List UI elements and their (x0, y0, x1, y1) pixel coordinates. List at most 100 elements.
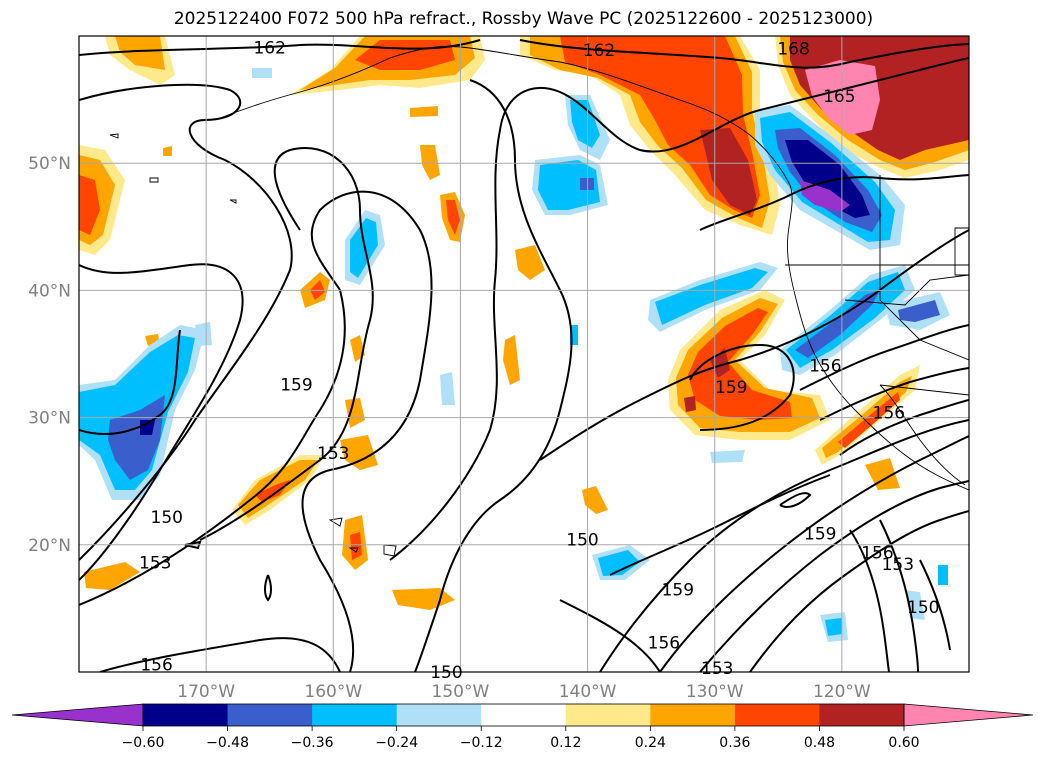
contour-line (839, 399, 969, 456)
shade-positive-small (503, 335, 520, 385)
contour-label: 159 (280, 376, 312, 396)
shade-positive-small (515, 245, 545, 280)
colorbar-segment (481, 704, 567, 726)
contour-line (879, 519, 919, 672)
colorbar-segment (565, 704, 651, 726)
colorbar: −0.60 −0.48 −0.36 −0.24 −0.12 0.12 0.24 0.36 0.4… (11, 703, 1034, 751)
coastline-bc (787, 184, 969, 491)
shade-positive-small (350, 532, 362, 560)
colorbar-tick-label: 0.60 (888, 735, 919, 751)
contour-label: 159 (804, 524, 836, 544)
shade-positive-small (410, 106, 438, 117)
contour-line (519, 39, 969, 69)
island-outline (328, 517, 343, 527)
colorbar-segment (143, 704, 229, 726)
colorbar-tick-label: −0.36 (291, 735, 334, 751)
island-outline (109, 133, 119, 139)
shaded-field (79, 36, 969, 642)
border-us-mexico (879, 384, 969, 396)
island-outline (149, 177, 159, 183)
contour-label: 156 (873, 404, 905, 424)
contour-label: 165 (823, 87, 855, 107)
colorbar-tick-label: 0.12 (550, 735, 581, 751)
colorbar-segment (227, 704, 313, 726)
contour-line (779, 492, 812, 508)
lon-tick-label: 140°W (559, 682, 617, 702)
colorbar-tick-label: −0.60 (122, 735, 165, 751)
contour-labels: 162 162 1681651591531501531501591561531501… (139, 38, 939, 683)
border-states (879, 265, 969, 361)
contour-line (414, 79, 573, 672)
contour-line (919, 559, 951, 651)
contour-label: 159 (715, 378, 747, 398)
lat-tick-label: 20°N (28, 536, 71, 556)
colorbar-segment (819, 704, 905, 726)
colorbar-tick-label: 0.48 (804, 735, 835, 751)
colorbar-segment (396, 704, 482, 726)
contour-label: 168 (777, 40, 809, 60)
colorbar-extend-low (11, 703, 144, 727)
lat-tick-label: 30°N (28, 409, 71, 429)
contour-line (749, 510, 969, 672)
shade-negative-pac (655, 268, 768, 325)
shade-negative-s (598, 550, 640, 576)
colorbar-tick-label: −0.12 (460, 735, 503, 751)
contour-line (849, 529, 890, 672)
shade-negative-pac (570, 100, 600, 148)
contour-line (199, 147, 374, 541)
contour-label: 150 (907, 598, 939, 618)
lon-tick-label: 150°W (432, 682, 490, 702)
contour-line (79, 263, 244, 581)
contour-label: 153 (701, 659, 733, 679)
contour-label: 156 (861, 543, 893, 563)
map-plot-area (79, 36, 969, 672)
map-title: 2025122400 F072 500 hPa refract., Rossby… (173, 9, 874, 29)
shade-negative-s (195, 322, 212, 346)
contour-line (699, 480, 969, 672)
shade-positive-small (340, 435, 378, 470)
island-outline (348, 547, 359, 553)
contour-line (264, 574, 272, 602)
contour-line (79, 39, 481, 56)
contour-label: 150 (151, 508, 183, 528)
shade-negative-s (440, 372, 455, 405)
gridlines (79, 36, 969, 672)
shade-negative-s (710, 450, 745, 463)
coastline-baja (879, 384, 966, 486)
contour-line (609, 474, 831, 576)
island-outline (383, 544, 397, 557)
colorbar-tick-label: 0.36 (719, 735, 750, 751)
contour-label: 150 (566, 531, 598, 551)
colorbar-tick-label: −0.48 (206, 735, 249, 751)
contour-line (559, 599, 661, 672)
contour-line (539, 229, 969, 461)
shade-negative-s (938, 565, 948, 585)
colorbar-frame (142, 703, 905, 727)
shade-negative-nw (800, 180, 850, 212)
shade-positive-alaska (115, 36, 165, 70)
lon-tick-label: 170°W (177, 682, 235, 702)
height-contours (79, 39, 969, 672)
shade-negative-w (140, 420, 155, 435)
border-states (844, 274, 969, 306)
island-outline (229, 199, 237, 204)
coastline-alaska (214, 46, 791, 186)
shade-positive-small (392, 588, 455, 610)
shade-positive-small (420, 145, 440, 180)
contour-line (79, 83, 293, 561)
shade-negative-pac (538, 160, 600, 210)
shade-negative-s (252, 68, 272, 78)
contour-line (799, 324, 969, 391)
lon-tick-label: 120°W (813, 682, 871, 702)
contour-line (79, 329, 181, 436)
lake-outline (954, 227, 969, 276)
shade-negative-ca (795, 290, 880, 358)
shade-positive-gulf (560, 36, 760, 218)
shade-positive-small (345, 398, 365, 428)
colorbar-tick-label: 0.24 (635, 735, 666, 751)
shade-positive-small (582, 486, 608, 514)
lat-tick-label: 50°N (28, 154, 71, 174)
contour-line (689, 343, 795, 431)
shade-negative-nw (785, 140, 870, 218)
